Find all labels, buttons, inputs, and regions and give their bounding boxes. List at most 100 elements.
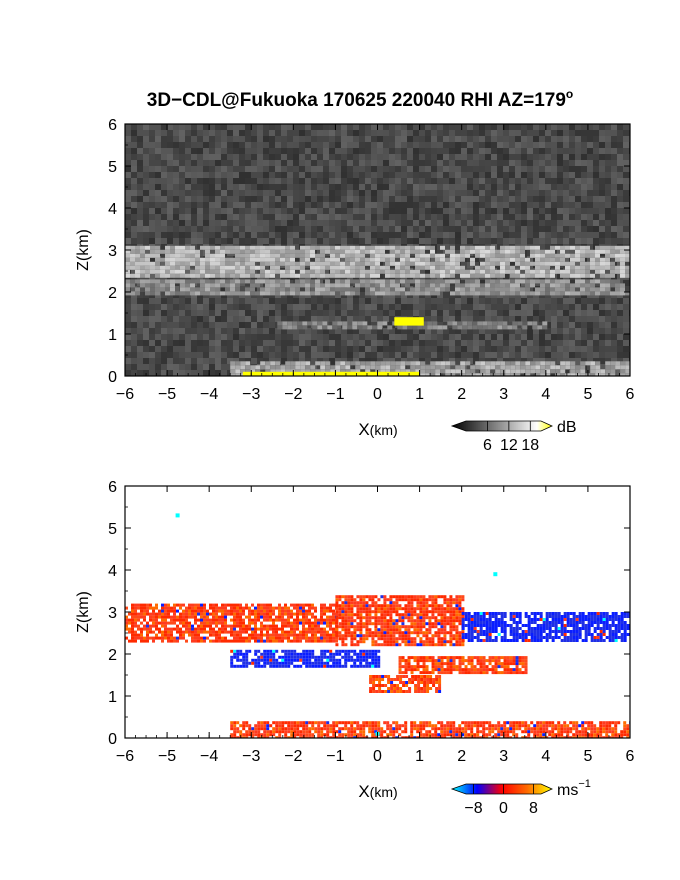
intensity-layer-cell: [575, 291, 580, 296]
intensity-layer-cell: [510, 361, 516, 366]
intensity-layer-cell: [165, 245, 170, 250]
intensity-noise-cell: [401, 184, 407, 190]
intensity-noise-cell: [311, 358, 317, 364]
intensity-noise-cell: [131, 178, 137, 184]
intensity-layer-cell: [515, 369, 521, 374]
intensity-noise-cell: [611, 124, 617, 130]
intensity-layer-cell: [385, 245, 390, 250]
intensity-layer-cell: [477, 321, 483, 326]
intensity-noise-cell: [287, 154, 293, 160]
intensity-noise-cell: [383, 196, 389, 202]
intensity-noise-cell: [497, 358, 503, 364]
intensity-layer-cell: [415, 249, 420, 254]
intensity-noise-cell: [545, 340, 551, 346]
intensity-noise-cell: [257, 340, 263, 346]
intensity-noise-cell: [569, 220, 575, 226]
intensity-noise-cell: [233, 352, 239, 358]
intensity-layer-cell: [355, 265, 360, 270]
intensity-layer-cell: [205, 245, 210, 250]
intensity-noise-cell: [353, 148, 359, 154]
intensity-noise-cell: [533, 184, 539, 190]
intensity-noise-cell: [599, 148, 605, 154]
intensity-layer-cell: [625, 257, 630, 262]
intensity-layer-cell: [520, 291, 525, 296]
intensity-noise-cell: [623, 154, 629, 160]
intensity-noise-cell: [221, 220, 227, 226]
intensity-noise-cell: [257, 124, 263, 130]
intensity-noise-cell: [275, 340, 281, 346]
intensity-noise-cell: [173, 310, 179, 316]
intensity-noise-cell: [251, 316, 257, 322]
intensity-noise-cell: [305, 154, 311, 160]
intensity-noise-cell: [419, 172, 425, 178]
intensity-layer-cell: [580, 245, 585, 250]
intensity-noise-cell: [563, 232, 569, 238]
intensity-noise-cell: [545, 334, 551, 340]
intensity-noise-cell: [191, 304, 197, 310]
intensity-layer-cell: [340, 361, 346, 366]
intensity-noise-cell: [527, 202, 533, 208]
intensity-layer-cell: [465, 283, 470, 288]
intensity-layer-cell: [377, 321, 383, 326]
intensity-noise-cell: [251, 232, 257, 238]
intensity-noise-cell: [605, 334, 611, 340]
intensity-noise-cell: [437, 328, 443, 334]
intensity-noise-cell: [437, 340, 443, 346]
intensity-layer-cell: [320, 249, 325, 254]
intensity-noise-cell: [461, 190, 467, 196]
intensity-noise-cell: [245, 160, 251, 166]
intensity-noise-cell: [407, 190, 413, 196]
intensity-layer-cell: [620, 249, 625, 254]
intensity-noise-cell: [341, 334, 347, 340]
intensity-noise-cell: [515, 346, 521, 352]
intensity-layer-cell: [430, 245, 435, 250]
intensity-noise-cell: [617, 328, 623, 334]
intensity-layer-cell: [520, 279, 525, 284]
intensity-noise-cell: [371, 334, 377, 340]
intensity-layer-cell: [430, 361, 436, 366]
intensity-layer-cell: [220, 265, 225, 270]
intensity-layer-cell: [250, 287, 255, 292]
intensity-layer-cell: [455, 279, 460, 284]
intensity-noise-cell: [401, 136, 407, 142]
intensity-noise-cell: [611, 340, 617, 346]
intensity-noise-cell: [287, 316, 293, 322]
intensity-noise-cell: [311, 172, 317, 178]
intensity-layer-cell: [320, 365, 326, 370]
intensity-layer-cell: [255, 253, 260, 258]
intensity-layer-cell: [430, 365, 436, 370]
intensity-noise-cell: [221, 184, 227, 190]
intensity-layer-cell: [140, 253, 145, 258]
intensity-layer-cell: [215, 283, 220, 288]
intensity-noise-cell: [179, 340, 185, 346]
intensity-noise-cell: [191, 328, 197, 334]
intensity-noise-cell: [275, 214, 281, 220]
intensity-layer-cell: [487, 325, 493, 330]
intensity-noise-cell: [509, 130, 515, 136]
intensity-layer-cell: [165, 279, 170, 284]
intensity-noise-cell: [611, 202, 617, 208]
intensity-noise-cell: [317, 184, 323, 190]
intensity-noise-cell: [173, 298, 179, 304]
intensity-noise-cell: [341, 196, 347, 202]
intensity-noise-cell: [359, 142, 365, 148]
intensity-noise-cell: [323, 310, 329, 316]
intensity-noise-cell: [545, 226, 551, 232]
intensity-layer-cell: [405, 269, 410, 274]
intensity-noise-cell: [557, 184, 563, 190]
intensity-noise-cell: [227, 148, 233, 154]
intensity-layer-cell: [265, 279, 270, 284]
intensity-layer-cell: [245, 249, 250, 254]
intensity-noise-cell: [293, 172, 299, 178]
intensity-noise-cell: [227, 172, 233, 178]
intensity-layer-cell: [225, 291, 230, 296]
intensity-layer-cell: [180, 279, 185, 284]
intensity-noise-cell: [269, 130, 275, 136]
intensity-noise-cell: [617, 196, 623, 202]
intensity-layer-cell: [190, 253, 195, 258]
intensity-noise-cell: [197, 232, 203, 238]
intensity-layer-cell: [395, 279, 400, 284]
intensity-noise-cell: [257, 130, 263, 136]
intensity-noise-cell: [509, 262, 515, 268]
intensity-layer-cell: [337, 321, 343, 326]
